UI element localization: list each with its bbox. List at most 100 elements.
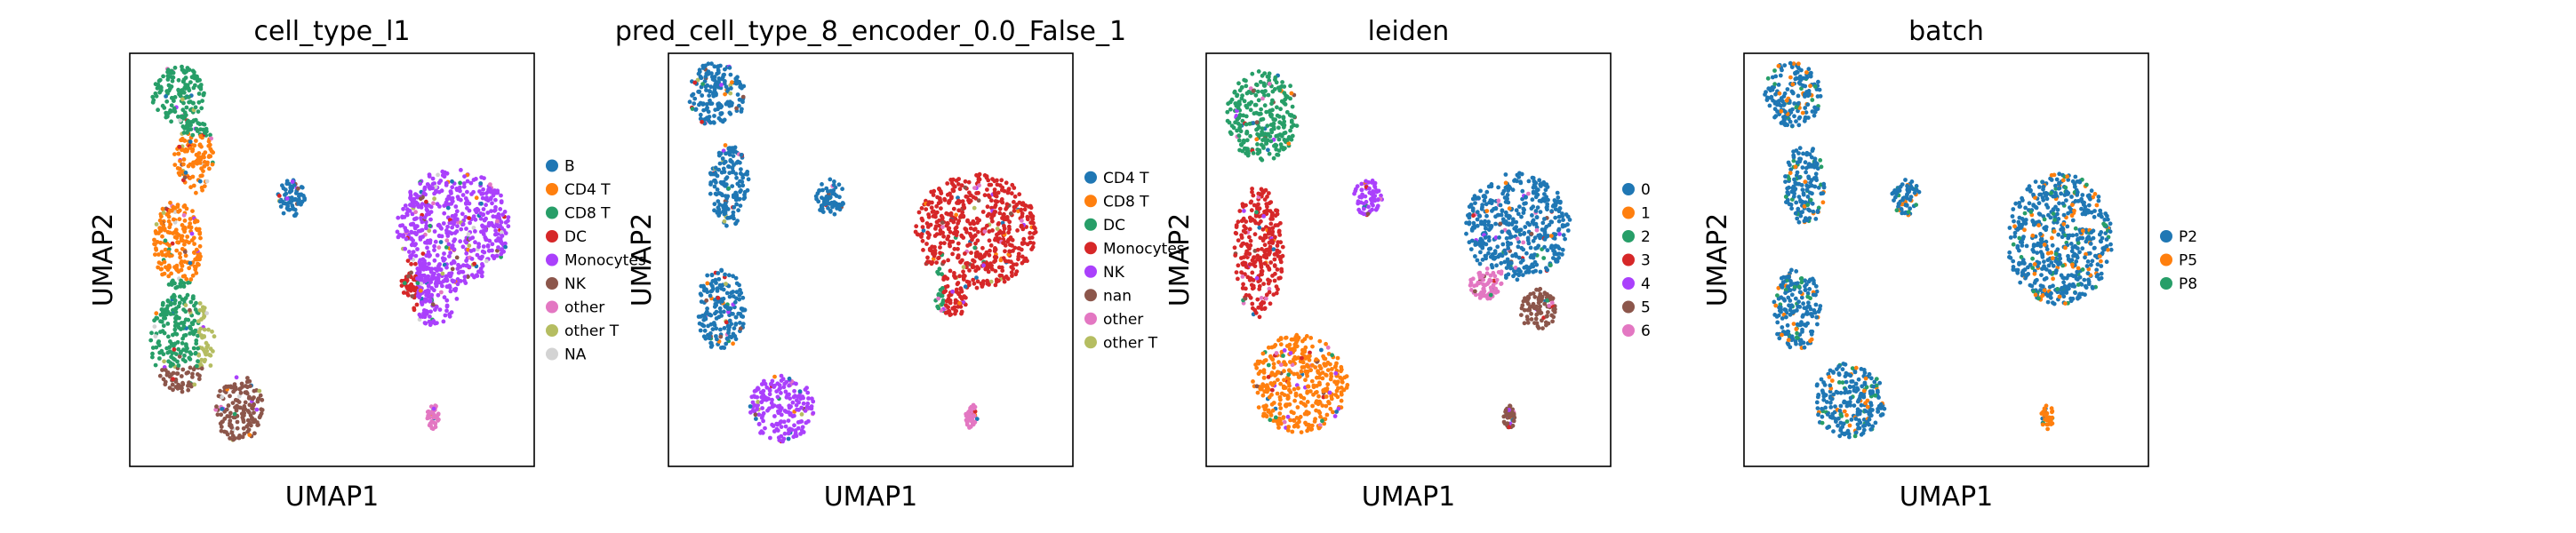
cell-point [452, 230, 458, 235]
cell-point [1515, 277, 1520, 282]
cell-point [781, 385, 787, 390]
cell-point [770, 422, 774, 427]
cell-point [1281, 354, 1285, 358]
scatter-points [1225, 69, 1572, 434]
cell-point [1239, 270, 1244, 274]
cell-point [1239, 96, 1244, 101]
cell-point [1265, 123, 1270, 129]
cell-point [817, 188, 821, 193]
cell-point [716, 271, 721, 275]
cell-point [1507, 229, 1511, 235]
cell-point [719, 83, 724, 87]
cell-point [453, 212, 458, 218]
cell-point [1247, 246, 1252, 251]
cell-point [283, 187, 288, 193]
cell-point [738, 189, 742, 195]
cell-point [1478, 188, 1483, 194]
cell-point [914, 224, 919, 229]
cell-point [1345, 383, 1350, 387]
cell-point [940, 302, 944, 307]
cell-point [185, 148, 189, 154]
cell-point [444, 245, 449, 250]
cell-point [225, 432, 230, 437]
cell-point [692, 80, 698, 85]
cell-point [396, 215, 401, 220]
cell-point [398, 223, 403, 228]
cell-point [1012, 200, 1016, 204]
cell-point [1503, 180, 1508, 186]
cell-point [454, 255, 460, 260]
cell-point [1522, 201, 1526, 206]
cell-point [424, 199, 428, 204]
cell-point [1241, 282, 1245, 287]
cell-point [1495, 244, 1500, 250]
cell-point [729, 86, 733, 91]
cell-point [774, 389, 780, 394]
cell-point [709, 71, 714, 76]
cell-point [972, 413, 977, 418]
cell-point [1255, 257, 1260, 262]
cell-point [1244, 265, 1249, 269]
cell-point [421, 191, 427, 195]
cell-point [993, 199, 998, 203]
cell-point [976, 229, 980, 235]
cell-point [1468, 277, 1474, 282]
cell-point [402, 281, 407, 286]
cell-point [1308, 368, 1313, 373]
cell-point [1273, 343, 1278, 347]
cell-point [964, 265, 969, 270]
cell-point [433, 321, 437, 326]
cell-point [718, 151, 724, 156]
cell-point [754, 417, 758, 421]
cell-point [1333, 393, 1338, 397]
cell-point [184, 348, 189, 354]
cell-point [488, 182, 492, 187]
cell-point [1025, 217, 1030, 222]
cell-point [840, 187, 844, 192]
cell-point [830, 204, 835, 210]
cell-point [959, 183, 964, 188]
cell-point [177, 354, 182, 359]
cell-point [710, 327, 716, 332]
cell-point [1489, 263, 1494, 267]
cell-point [992, 187, 997, 192]
cell-point [698, 328, 703, 333]
cell-point [1543, 320, 1548, 325]
cell-point [1305, 362, 1309, 368]
cell-point [427, 203, 432, 208]
cell-point [1372, 180, 1378, 186]
cell-point [204, 348, 210, 354]
cell-point [191, 346, 196, 351]
cell-point [440, 169, 445, 174]
cell-point [732, 326, 737, 330]
cell-point [182, 219, 188, 223]
cell-point [1317, 380, 1322, 386]
cell-point [480, 262, 484, 266]
cell-point [188, 139, 193, 144]
cell-point [708, 330, 713, 336]
cell-point [1489, 182, 1494, 187]
cell-point [194, 126, 199, 131]
cell-point [471, 226, 476, 230]
cell-point [197, 243, 203, 249]
cell-point [1004, 259, 1008, 264]
cell-point [444, 265, 449, 270]
cell-point [498, 207, 503, 211]
cell-point [418, 314, 423, 319]
cell-point [422, 215, 428, 220]
cell-point [1339, 364, 1344, 370]
cell-point [1254, 365, 1260, 370]
cell-point [192, 318, 197, 323]
cell-point [965, 219, 970, 224]
cell-point [703, 74, 708, 79]
cell-point [726, 328, 732, 332]
cell-point [1329, 371, 1333, 377]
cell-point [434, 189, 438, 195]
cell-point [485, 211, 491, 215]
cell-point [1006, 237, 1012, 242]
cell-point [932, 188, 937, 194]
cell-point [1477, 296, 1483, 300]
cell-point [492, 191, 496, 196]
cell-point [204, 345, 210, 350]
